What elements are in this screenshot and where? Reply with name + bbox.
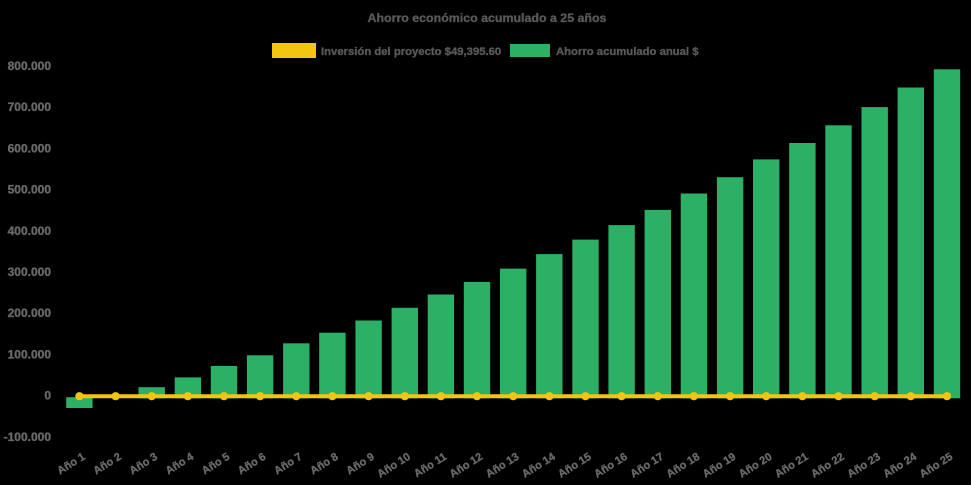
svg-text:500.000: 500.000 — [8, 183, 52, 197]
svg-text:300.000: 300.000 — [8, 265, 52, 279]
svg-text:700.000: 700.000 — [8, 100, 52, 114]
svg-text:-100.000: -100.000 — [4, 430, 52, 444]
svg-text:Ahorro económico acumulado a 2: Ahorro económico acumulado a 25 años — [368, 11, 607, 25]
svg-text:600.000: 600.000 — [8, 141, 52, 155]
svg-text:0: 0 — [44, 389, 51, 403]
svg-text:800.000: 800.000 — [8, 59, 52, 73]
svg-text:200.000: 200.000 — [8, 306, 52, 320]
svg-text:Ahorro acumulado anual $: Ahorro acumulado anual $ — [556, 46, 699, 58]
svg-text:Inversión del proyecto $49,395: Inversión del proyecto $49,395.60 — [321, 46, 501, 58]
svg-text:400.000: 400.000 — [8, 224, 52, 238]
svg-text:100.000: 100.000 — [8, 347, 52, 361]
